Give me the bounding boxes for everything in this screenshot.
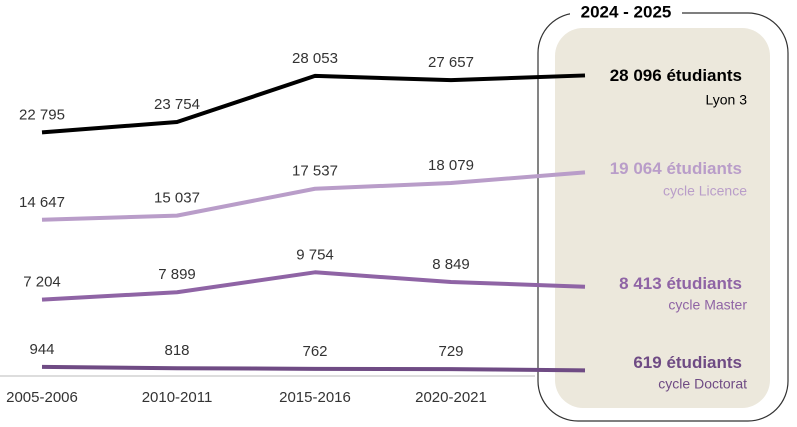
series-name: cycle Master — [668, 297, 747, 313]
current-value-number: 619 — [633, 353, 661, 372]
series-name: Lyon 3 — [705, 92, 747, 108]
highlight-header: 2024 - 2025 — [581, 2, 672, 21]
series-line — [41, 270, 586, 302]
header-background — [570, 3, 682, 23]
data-label: 729 — [438, 343, 463, 360]
current-value: 8 413 étudiants — [619, 274, 742, 293]
series-name: cycle Doctorat — [658, 376, 747, 392]
current-value-unit: étudiants — [666, 353, 742, 372]
data-label: 944 — [29, 341, 54, 358]
data-label: 8 849 — [432, 256, 470, 273]
current-value-unit: étudiants — [666, 274, 742, 293]
current-value-unit: étudiants — [666, 66, 742, 85]
data-label: 18 079 — [428, 157, 474, 174]
data-label: 818 — [164, 342, 189, 359]
current-value: 619 étudiants — [633, 353, 742, 372]
x-tick-label: 2005-2006 — [6, 389, 78, 406]
data-label: 14 647 — [19, 194, 65, 211]
data-label: 22 795 — [19, 106, 65, 123]
series-line — [41, 364, 586, 373]
data-label: 27 657 — [428, 54, 474, 71]
highlight-panel — [555, 28, 770, 408]
current-value-number: 8 413 — [619, 274, 662, 293]
data-label: 23 754 — [154, 96, 200, 113]
x-tick-label: 2015-2016 — [279, 389, 351, 406]
data-label: 17 537 — [292, 163, 338, 180]
current-value-unit: étudiants — [666, 159, 742, 178]
data-label: 7 204 — [23, 274, 61, 291]
data-label: 28 053 — [292, 50, 338, 67]
data-label: 15 037 — [154, 190, 200, 207]
current-value-number: 28 096 — [610, 66, 662, 85]
data-label: 7 899 — [158, 266, 196, 283]
x-tick-label: 2010-2011 — [142, 389, 213, 406]
current-value: 28 096 étudiants — [610, 66, 742, 85]
series-name: cycle Licence — [663, 183, 747, 199]
current-value-number: 19 064 — [610, 159, 663, 178]
series-line — [41, 73, 586, 135]
series-line — [41, 170, 586, 222]
x-tick-label: 2020-2021 — [415, 389, 487, 406]
data-label: 9 754 — [296, 246, 334, 263]
current-value: 19 064 étudiants — [610, 159, 742, 178]
data-label: 762 — [302, 343, 327, 360]
